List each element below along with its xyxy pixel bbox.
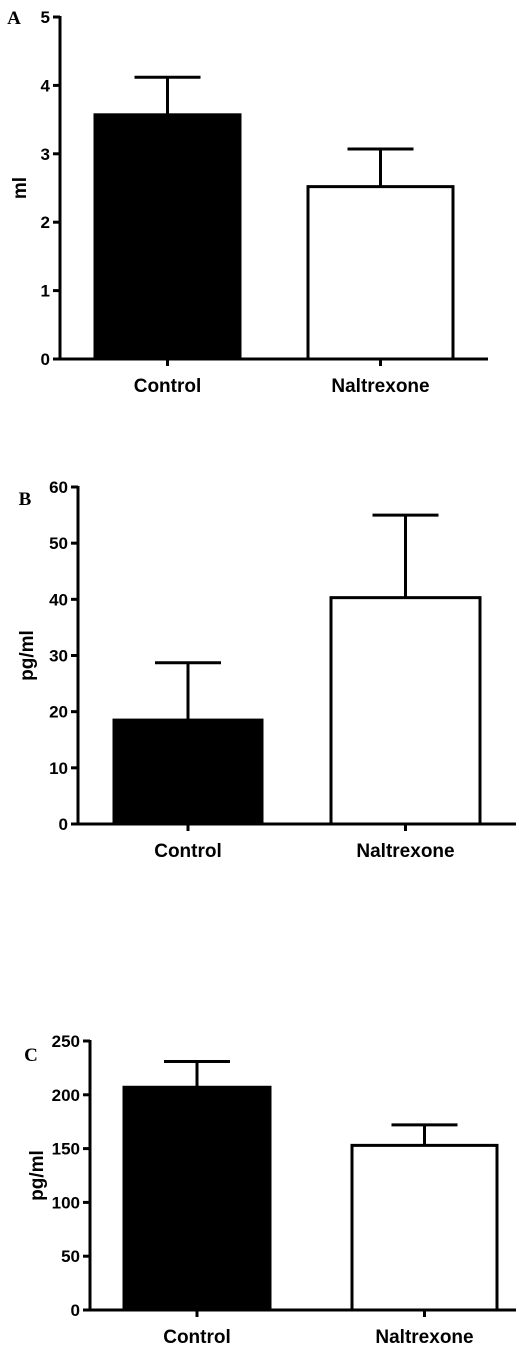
y-axis-label: pg/ml	[17, 630, 38, 681]
y-tick-label: 100	[52, 1193, 80, 1212]
panel-label: C	[24, 1045, 38, 1066]
x-tick-label-naltrexone: Naltrexone	[331, 376, 429, 397]
error-bar-naltrexone	[391, 1123, 458, 1146]
panel-label: B	[19, 489, 32, 510]
x-tick-label-naltrexone: Naltrexone	[356, 841, 454, 862]
y-tick-label: 1	[41, 282, 50, 301]
bar-naltrexone	[306, 185, 455, 361]
chart-panel-a: 0 1 2 3 4 5 Control Naltrexone ml A	[7, 8, 488, 397]
y-tick-label: 30	[49, 647, 68, 666]
error-bar-naltrexone	[347, 147, 414, 187]
bar-naltrexone	[350, 1143, 499, 1312]
panel-label: A	[7, 8, 21, 29]
chart-panel-c: 0 50 100 150 200 250 Control Naltrexone pg/ml C	[24, 1032, 516, 1348]
y-tick-label: 20	[49, 703, 68, 722]
bar-naltrexone	[329, 596, 482, 826]
y-tick-label: 3	[41, 145, 50, 164]
y-tick-label: 250	[52, 1032, 80, 1051]
y-tick-label: 50	[61, 1247, 80, 1266]
y-tick-label: 2	[41, 213, 50, 232]
x-tick-label-control: Control	[134, 376, 202, 397]
y-tick-label: 0	[41, 350, 50, 369]
y-tick-label: 0	[71, 1301, 80, 1320]
y-tick-label: 0	[59, 815, 68, 834]
chart-panel-b: 0 10 20 30 40 50 60 Control Naltrexone pg/ml B	[17, 478, 516, 862]
y-tick-label: 4	[41, 76, 51, 95]
x-tick-label-control: Control	[163, 1327, 231, 1348]
error-bar-control	[134, 75, 201, 115]
y-tick-label: 50	[49, 534, 68, 553]
bar-control	[112, 718, 264, 826]
error-bar-control	[164, 1059, 230, 1088]
y-tick-label: 200	[52, 1086, 80, 1105]
y-tick-label: 5	[41, 8, 50, 27]
error-bar-control	[155, 661, 221, 721]
bar-control	[93, 113, 242, 361]
y-tick-label: 150	[52, 1140, 80, 1159]
y-axis-label: pg/ml	[27, 1150, 48, 1201]
bar-control	[122, 1085, 272, 1312]
y-tick-label: 10	[49, 759, 68, 778]
y-tick-label: 60	[49, 478, 68, 497]
y-tick-label: 40	[49, 590, 68, 609]
x-tick-label-control: Control	[154, 841, 222, 862]
error-bar-naltrexone	[372, 513, 439, 598]
x-tick-label-naltrexone: Naltrexone	[375, 1327, 473, 1348]
y-axis-label: ml	[10, 177, 31, 199]
